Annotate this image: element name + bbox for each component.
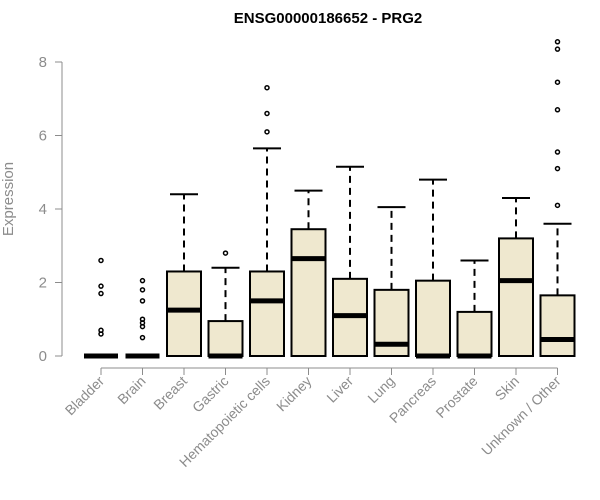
- y-tick-label: 2: [39, 275, 47, 292]
- outlier-point: [139, 316, 146, 322]
- box-iqr: [166, 270, 202, 358]
- outlier-point: [98, 257, 104, 264]
- outlier-point: [554, 149, 561, 155]
- outlier-point: [554, 165, 561, 172]
- box-iqr: [415, 279, 451, 358]
- outlier-point: [98, 290, 104, 297]
- outlier-point: [98, 327, 104, 334]
- box-iqr: [498, 237, 534, 357]
- outlier-point: [554, 46, 561, 52]
- box-pancreas: [415, 178, 451, 359]
- outlier-point: [264, 110, 270, 117]
- outlier-point: [139, 334, 146, 341]
- outlier-point: [264, 129, 270, 135]
- x-tick-label: Kidney: [273, 373, 315, 415]
- outlier-point: [98, 283, 104, 289]
- outlier-point: [264, 84, 270, 91]
- box-iqr: [456, 310, 493, 357]
- x-tick-label: Unknown / Other: [478, 373, 564, 459]
- y-tick-label: 4: [39, 201, 47, 218]
- box-skin: [498, 196, 534, 357]
- x-tick-label: Bladder: [62, 373, 108, 419]
- outlier-point: [554, 39, 561, 45]
- box-iqr: [207, 320, 244, 357]
- x-tick-label: Skin: [492, 373, 523, 404]
- box-prostate: [456, 259, 493, 359]
- box-iqr: [539, 294, 576, 357]
- y-axis: 0 2 4 6 8: [39, 54, 63, 365]
- outlier-point: [139, 287, 146, 293]
- x-tick-label: Liver: [323, 373, 356, 406]
- outlier-point: [554, 107, 561, 113]
- x-tick-label: Brain: [114, 373, 148, 407]
- box-liver: [332, 165, 368, 358]
- box-breast: [166, 193, 202, 358]
- box-unknown-other: [539, 39, 576, 357]
- outlier-point: [554, 202, 561, 209]
- box-gastric: [207, 250, 244, 359]
- chart-title: ENSG00000186652 - PRG2: [234, 10, 422, 27]
- x-tick-label: Prostate: [432, 373, 480, 421]
- box-brain: [125, 277, 160, 359]
- outlier-point: [222, 250, 229, 256]
- box-bladder: [84, 257, 118, 359]
- x-tick-label: Breast: [150, 373, 190, 413]
- x-tick-label: Lung: [364, 373, 397, 406]
- y-tick-label: 8: [39, 54, 47, 71]
- box-kidney: [290, 189, 327, 357]
- box-lung: [373, 206, 410, 358]
- outlier-point: [139, 277, 146, 284]
- outlier-point: [554, 79, 561, 85]
- box-iqr: [290, 228, 327, 357]
- y-tick-label: 0: [39, 348, 47, 365]
- boxes-group: [84, 39, 576, 359]
- box-iqr: [249, 270, 285, 358]
- outlier-point: [139, 298, 146, 304]
- box-hematopoietic-cells: [249, 84, 285, 358]
- y-tick-label: 6: [39, 128, 47, 145]
- y-axis-label: Expression: [0, 162, 17, 236]
